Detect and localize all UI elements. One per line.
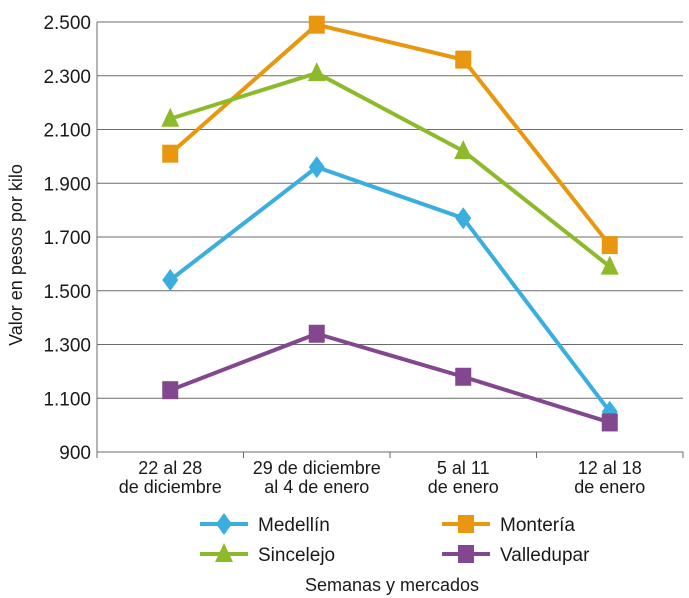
y-tick-label: 2.500 (43, 13, 91, 34)
y-tick-label: 2.100 (43, 121, 91, 142)
y-tick-label: 2.300 (43, 67, 91, 88)
legend-item: Sincelejo (200, 543, 335, 566)
y-axis-label: Valor en pesos por kilo (6, 164, 26, 346)
legend-marker (216, 513, 232, 535)
data-point (308, 15, 325, 34)
legend-label: Medellín (258, 515, 330, 536)
data-point (455, 207, 472, 230)
gridlines (97, 21, 683, 453)
data-point (161, 107, 180, 127)
legend-item: Medellín (200, 513, 330, 536)
x-tick-label: 22 al 28 (138, 458, 202, 478)
x-tick-label: 29 de diciembre (253, 458, 381, 478)
y-axis: 900 1.100 1.300 1.500 1.700 1.900 2.100 2.300 2.… (43, 13, 98, 464)
y-tick-label: 1.500 (43, 282, 91, 303)
y-tick-label: 1.100 (43, 389, 91, 410)
data-point (454, 140, 473, 159)
data-point (162, 144, 179, 163)
x-tick-label: 12 al 18 (578, 458, 642, 478)
legend-label: Montería (500, 515, 575, 536)
series-medellin (162, 156, 618, 423)
legend-item: Valledupar (442, 545, 590, 566)
legend-marker (458, 515, 474, 533)
legend-marker (458, 545, 474, 563)
x-tick-label: de diciembre (119, 477, 222, 497)
data-point (162, 269, 179, 291)
series-line (169, 71, 611, 269)
legend-item: Montería (442, 515, 575, 536)
data-point (600, 255, 619, 275)
y-tick-label: 1.300 (43, 336, 91, 357)
legend-label: Valledupar (500, 545, 590, 566)
data-point (601, 236, 618, 255)
series-group (161, 15, 619, 432)
series-line (169, 165, 612, 413)
series-valledupar (162, 324, 618, 432)
y-tick-label: 900 (59, 443, 91, 464)
series-monteria (162, 15, 618, 255)
legend-marker (215, 543, 233, 562)
data-point (307, 62, 326, 82)
data-point (601, 413, 618, 432)
x-tick-label: de enero (428, 477, 499, 497)
x-tick-label: al 4 de enero (264, 477, 369, 497)
series-sincelejo (161, 62, 619, 275)
y-tick-label: 1.900 (43, 174, 91, 195)
data-point (308, 156, 325, 179)
legend-label: Sincelejo (258, 545, 335, 566)
data-point (308, 324, 325, 343)
data-point (455, 50, 472, 69)
x-tick-label: 5 al 11 (437, 458, 490, 478)
y-tick-label: 1.700 (43, 228, 91, 249)
x-tick-label: de enero (574, 477, 645, 497)
data-point (162, 381, 179, 400)
series-line (169, 331, 611, 425)
data-point (455, 367, 472, 386)
legend: Medellín Montería Sincelejo Valledupar (200, 513, 590, 566)
x-axis-label: Semanas y mercados (305, 575, 479, 595)
series-line (168, 22, 612, 247)
